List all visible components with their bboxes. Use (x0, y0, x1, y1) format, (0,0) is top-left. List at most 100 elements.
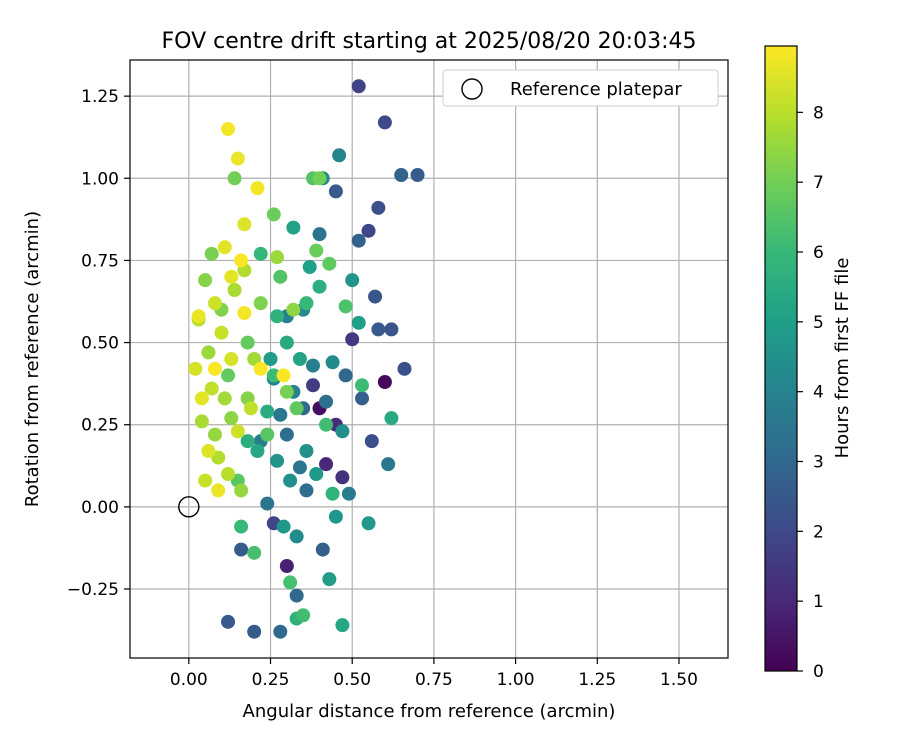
plot-background (130, 60, 728, 658)
data-point (270, 453, 285, 468)
data-point (211, 450, 226, 465)
data-point (296, 608, 311, 623)
data-point (260, 496, 275, 511)
data-point (194, 391, 209, 406)
data-point (289, 529, 304, 544)
reference-platepar-marker (178, 496, 200, 518)
colorbar-gradient (764, 45, 798, 672)
data-point (221, 122, 236, 136)
data-point (381, 457, 396, 472)
data-point (377, 375, 392, 389)
data-point (283, 473, 298, 488)
data-point (319, 457, 334, 472)
data-point (312, 171, 327, 186)
data-point (221, 614, 236, 629)
data-point (299, 483, 314, 498)
data-point (247, 545, 262, 560)
data-point (328, 509, 343, 524)
data-point (266, 368, 281, 383)
data-point (355, 378, 370, 393)
y-tick-label: −0.25 (67, 580, 119, 600)
x-axis-ticks: 0.00 0.25 0.50 0.75 1.00 1.25 1.50 (170, 658, 698, 690)
data-point (260, 427, 275, 442)
data-point (361, 516, 376, 531)
data-point (204, 381, 219, 396)
data-point (260, 404, 275, 419)
data-point (279, 559, 294, 573)
data-point (338, 368, 353, 383)
data-point (247, 352, 262, 366)
data-point (234, 483, 249, 498)
data-point (305, 378, 320, 393)
x-tick-label: 0.50 (333, 670, 371, 690)
data-point (377, 115, 392, 130)
legend-reference-label: Reference platepar (510, 79, 682, 100)
data-point (410, 168, 425, 182)
data-point (191, 309, 206, 324)
data-point (302, 260, 317, 274)
data-point (286, 302, 301, 317)
colorbar-ticks: 0 1 2 3 4 5 6 7 8 (797, 103, 824, 682)
data-point (292, 460, 307, 475)
data-point (230, 424, 245, 439)
colorbar-tick-label: 1 (813, 592, 824, 612)
colorbar-tick-label: 2 (813, 522, 824, 542)
y-tick-label: 0.75 (81, 251, 119, 271)
data-point (325, 355, 340, 370)
data-point (221, 368, 236, 383)
data-point (230, 151, 245, 166)
data-point (292, 352, 307, 366)
y-tick-label: 0.25 (81, 416, 119, 436)
data-point (394, 168, 409, 182)
data-point (309, 467, 324, 481)
data-point (270, 250, 285, 265)
plot-area: 0.00 0.25 0.50 0.75 1.00 1.25 1.50 −0.250.000.… (67, 59, 729, 690)
data-point (188, 361, 203, 376)
data-point (371, 322, 386, 337)
y-axis-label: Rotation from reference (arcmin) (22, 211, 43, 507)
data-point (227, 171, 242, 186)
data-point (319, 417, 334, 432)
data-point (266, 207, 281, 222)
data-point (309, 243, 324, 258)
data-point (312, 279, 327, 294)
data-point (351, 233, 366, 248)
data-point (237, 306, 252, 320)
plot-frame (129, 59, 729, 659)
x-tick-label: 0.75 (415, 670, 453, 690)
data-point (214, 325, 229, 340)
colorbar-tick-label: 3 (813, 453, 824, 473)
data-point (351, 79, 366, 94)
data-point (312, 227, 327, 242)
data-point (221, 467, 236, 481)
data-point (250, 181, 265, 196)
data-point (328, 184, 343, 199)
data-point (263, 352, 278, 366)
data-point (198, 273, 213, 288)
colorbar-label: Hours from first FF file (832, 258, 853, 459)
data-point (341, 486, 356, 501)
data-point (361, 223, 376, 238)
data-point (345, 273, 360, 288)
data-point (234, 542, 249, 557)
data-point (325, 486, 340, 501)
data-point (253, 246, 268, 261)
data-point (250, 444, 265, 458)
data-point (322, 572, 337, 587)
x-tick-label: 0.25 (252, 670, 290, 690)
x-axis-label: Angular distance from reference (arcmin) (243, 701, 616, 722)
data-point (237, 217, 252, 232)
data-point (224, 411, 239, 426)
data-point (364, 434, 379, 449)
data-point (279, 384, 294, 399)
data-point (279, 335, 294, 350)
data-point (289, 588, 304, 603)
colorbar-tick-label: 4 (813, 383, 824, 403)
data-point (273, 624, 288, 639)
data-point (217, 240, 232, 255)
chart-title: FOV centre drift starting at 2025/08/20 … (162, 29, 697, 54)
legend: Reference platepar (442, 69, 719, 107)
x-tick-label: 1.00 (497, 670, 535, 690)
y-tick-label: 1.25 (81, 87, 119, 107)
